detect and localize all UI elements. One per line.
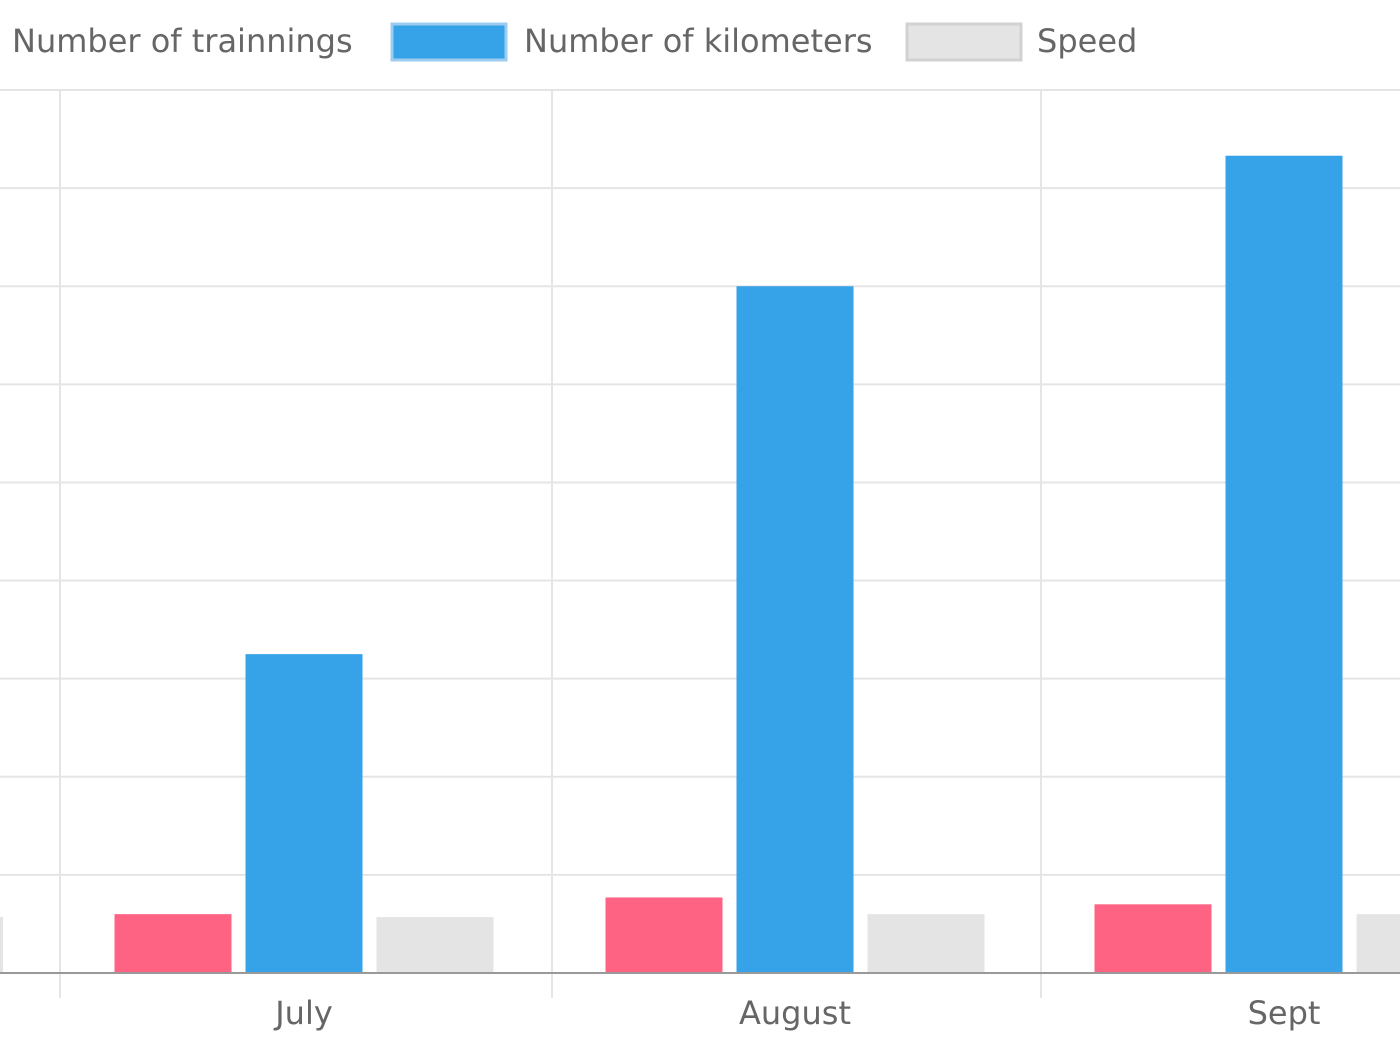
legend-label-trainnings[interactable]: Number of trainnings [12,22,353,60]
bars [0,155,1400,974]
legend-swatch-kilometers[interactable] [390,22,508,62]
bar-number-of-kilometers-august[interactable] [736,286,854,973]
x-tick-label-august: August [739,994,851,1032]
bar-speed-july[interactable] [376,917,494,973]
bar-number-of-trainnings-sept[interactable] [1094,904,1212,973]
legend-label-speed[interactable]: Speed [1037,22,1137,60]
bar-speed-previous-partial [0,917,3,973]
bar-speed-august[interactable] [867,914,985,973]
legend: Number of trainnings Number of kilometer… [12,22,1137,62]
gridlines [0,89,1400,998]
x-tick-label-july: July [273,994,333,1032]
bar-number-of-trainnings-august[interactable] [605,897,723,973]
legend-swatch-speed[interactable] [905,22,1023,62]
x-tick-label-sept: Sept [1248,994,1321,1032]
bar-speed-sept[interactable] [1356,914,1400,973]
x-axis-ticks: July August Sept [273,994,1320,1032]
bar-number-of-kilometers-sept[interactable] [1225,155,1343,974]
legend-label-kilometers[interactable]: Number of kilometers [524,22,873,60]
bar-number-of-kilometers-july[interactable] [245,654,363,973]
bar-number-of-trainnings-july[interactable] [114,914,232,973]
